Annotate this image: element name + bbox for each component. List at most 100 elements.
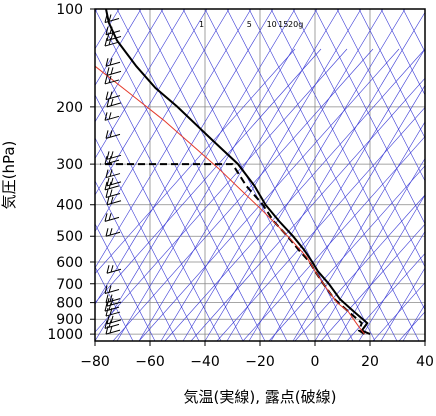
wind-barb-flag [105, 325, 109, 335]
wind-barb [104, 213, 120, 222]
x-tick-label: 40 [416, 354, 434, 370]
wind-barb-flag [106, 196, 110, 205]
wind-barb-shaft [106, 154, 122, 160]
mixing-ratio-line [138, 48, 400, 341]
x-tick-label: −60 [135, 354, 165, 370]
wind-barb-shaft [104, 41, 120, 47]
wind-barb-flag [105, 130, 109, 139]
wind-barb [106, 67, 122, 76]
wind-barb-flag [110, 315, 114, 324]
wind-barb-flag [104, 181, 108, 190]
background-lines [95, 9, 425, 341]
wind-barb-flag [108, 37, 112, 46]
wind-barb-flag [105, 169, 109, 178]
y-tick-label: 1000 [47, 327, 83, 343]
wind-barb-flag [110, 265, 114, 273]
wind-barb-shaft [106, 200, 122, 206]
dry-adiabat-line [248, 9, 420, 341]
wind-barb-shaft [104, 115, 120, 121]
dry-adiabat-line [138, 9, 310, 341]
wind-barb-flag [109, 169, 113, 177]
mixing-ratio-label: 5 [247, 20, 252, 29]
wind-barb [106, 98, 122, 108]
wind-barb [106, 177, 122, 187]
skewed-isotherm-line [138, 9, 340, 341]
x-axis-label: 気温(実線), 露点(破線) [184, 388, 337, 406]
wind-barb-flag [108, 303, 112, 311]
wind-barb-flag [105, 228, 109, 237]
wind-barb-shaft [105, 95, 121, 101]
mixing-ratio-label: 20g [288, 20, 303, 29]
wind-barb-flag [105, 26, 109, 35]
wind-barb-flag [104, 14, 108, 23]
wind-barb-shaft [105, 133, 121, 139]
wind-barb [104, 181, 120, 191]
wind-barb-shaft [104, 185, 120, 191]
skewed-isotherm-line [380, 267, 425, 341]
wind-barb-flag [108, 75, 112, 84]
wind-barb-shaft [105, 173, 121, 179]
wind-barb [104, 112, 120, 121]
wind-barb-flag [104, 75, 108, 85]
skewed-isotherm-line [358, 230, 425, 341]
dry-adiabat-line [95, 94, 222, 341]
wind-barb-shaft [105, 231, 121, 237]
wind-barb-flag [110, 151, 114, 159]
mixing-ratio-line [346, 252, 425, 341]
x-tick-label: −80 [80, 354, 110, 370]
mixing-ratio-line [268, 165, 425, 341]
mixing-ratio-label: 1 [199, 20, 204, 29]
wind-barb-shaft [104, 216, 120, 222]
wind-barb-flag [105, 58, 109, 67]
dry-adiabat-line [314, 9, 425, 225]
wind-barb-shaft [106, 70, 122, 76]
y-tick-label: 400 [56, 198, 83, 214]
skewed-isotherm-line [95, 9, 274, 306]
wind-barb [106, 315, 122, 325]
mixing-ratio-line [242, 136, 425, 341]
wind-barb-shaft [106, 268, 122, 274]
wind-barb-flag [106, 177, 110, 187]
dry-adiabat-line [292, 9, 425, 268]
series-temperature [105, 9, 371, 336]
wind-barb-flag [104, 320, 108, 329]
wind-barb-flag [104, 37, 108, 47]
wind-barb-flag [110, 297, 114, 306]
wind-barb-flag [109, 189, 113, 197]
wind-barb-flag [108, 112, 112, 120]
skewed-isotherm-line [248, 48, 425, 341]
wind-barb [104, 14, 120, 23]
wind-barb-shaft [104, 79, 120, 85]
wind-barb-shaft [105, 311, 121, 317]
wind-barb-flag [110, 98, 114, 107]
wind-barb-shaft [104, 159, 120, 165]
mixing-ratio-line [164, 48, 425, 341]
wind-barb-flag [104, 285, 108, 294]
dry-adiabat-line [270, 9, 425, 311]
dry-adiabat-line [95, 266, 134, 341]
mixing-ratio-label-layer: 1 5 10 15 20g [199, 20, 303, 29]
wind-barb [105, 189, 121, 198]
series-layer [95, 9, 371, 336]
skewed-isotherm-line [292, 121, 425, 341]
wind-barb [105, 91, 121, 101]
wind-barb-shaft [104, 17, 120, 23]
wind-barb-flag [109, 228, 113, 236]
wind-barb-flag [106, 98, 110, 107]
wind-barb-flag [108, 14, 112, 22]
mixing-ratio-line [95, 48, 348, 333]
x-tick-label: −40 [190, 354, 220, 370]
mixing-ratio-line [112, 48, 374, 341]
wind-barb-flag [108, 213, 112, 221]
dry-adiabat-line [95, 180, 178, 341]
skewed-isotherm-line [314, 157, 425, 341]
wind-barb-shaft [105, 61, 121, 67]
wind-barb-flag [109, 294, 113, 302]
wind-barb-flag [108, 320, 112, 328]
y-tick-label: 700 [56, 277, 83, 293]
mixing-ratio-line [320, 223, 425, 341]
skewed-isotherm-line [95, 9, 296, 341]
dry-adiabat-line [226, 9, 398, 341]
